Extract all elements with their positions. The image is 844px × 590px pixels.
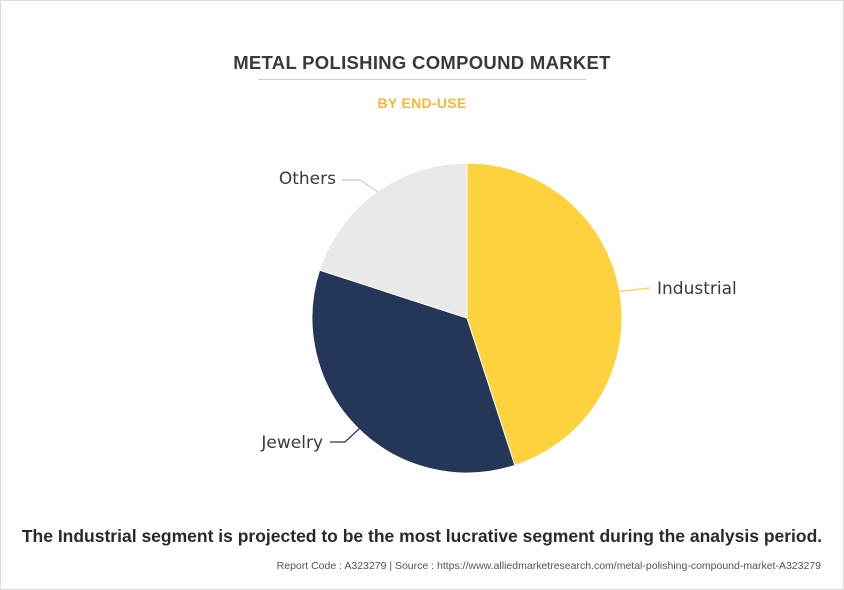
slice-label-others: Others <box>279 169 336 189</box>
leader-line-industrial <box>614 287 651 293</box>
pie-slice-jewelry <box>311 269 516 474</box>
pie-slice-others <box>318 162 468 319</box>
report-source: Report Code : A323279 | Source : https:/… <box>276 560 821 572</box>
chart-title: METAL POLISHING COMPOUND MARKET <box>233 52 611 73</box>
leader-line-others <box>342 179 379 193</box>
chart-caption: The Industrial segment is projected to b… <box>21 526 823 546</box>
pie-slice-industrial <box>466 162 623 467</box>
chart-subtitle: BY END-USE <box>377 95 467 111</box>
title-divider <box>258 79 586 80</box>
slice-label-industrial: Industrial <box>657 279 737 299</box>
leader-line-jewelry <box>330 427 361 443</box>
slice-label-jewelry: Jewelry <box>260 433 323 453</box>
